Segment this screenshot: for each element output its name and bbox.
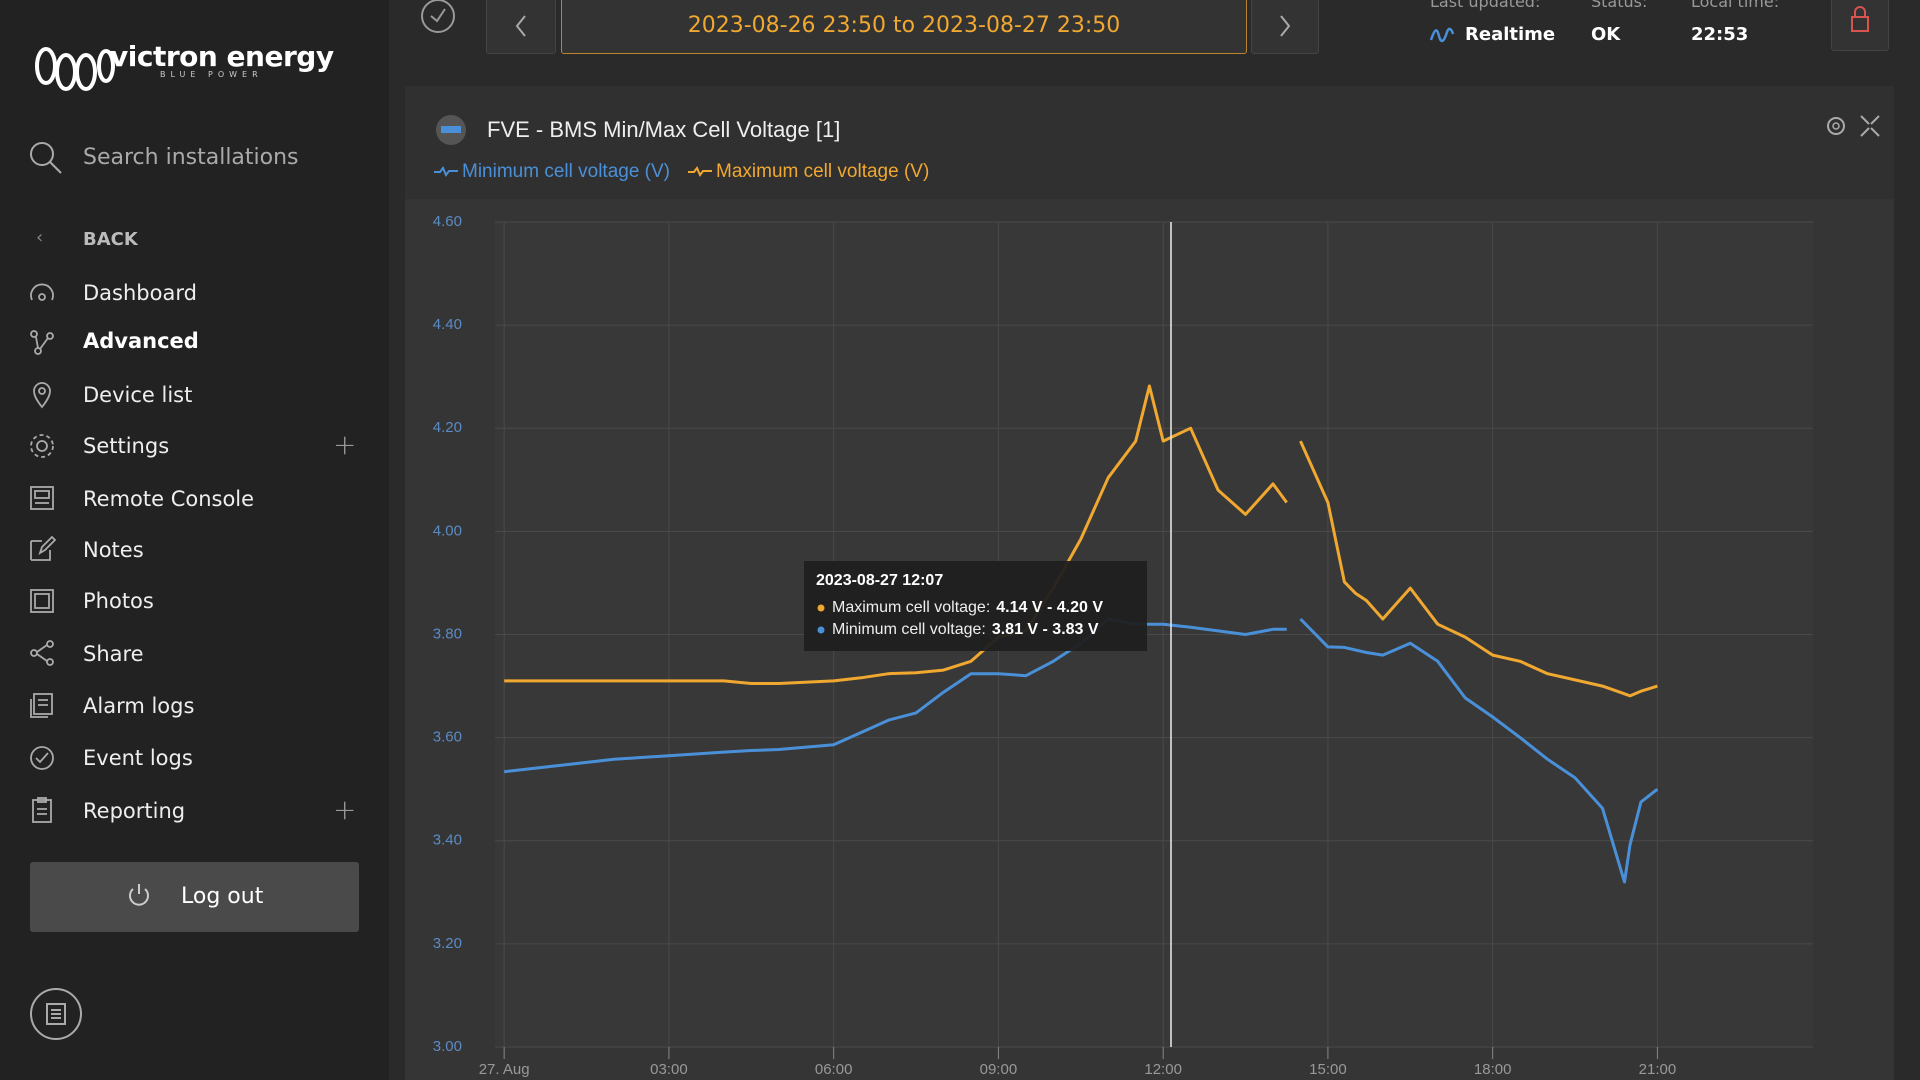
nav-item[interactable]: Device list bbox=[83, 383, 193, 407]
x-tick-label: 06:00 bbox=[815, 1061, 853, 1078]
collapse-icon[interactable] bbox=[1860, 115, 1880, 137]
nav-icon bbox=[30, 693, 53, 718]
device-icon-detail bbox=[441, 126, 461, 133]
nav-icon bbox=[30, 589, 54, 613]
x-tick-label: 18:00 bbox=[1474, 1061, 1512, 1078]
legend-label[interactable]: Maximum cell voltage (V) bbox=[716, 161, 929, 182]
y-tick-label: 3.40 bbox=[433, 832, 462, 849]
tooltip-label: Minimum cell voltage: bbox=[832, 621, 986, 638]
y-tick-label: 3.60 bbox=[433, 729, 462, 746]
y-tick-label: 4.60 bbox=[433, 213, 462, 230]
tagline: BLUE POWER bbox=[160, 70, 263, 79]
tooltip-dot bbox=[817, 604, 825, 612]
search-icon bbox=[30, 142, 62, 174]
nav-icon bbox=[33, 382, 51, 409]
top-bar: 2023-08-26 23:50 to 2023-08-27 23:50 Las… bbox=[389, 0, 1920, 83]
tooltip-box bbox=[804, 561, 1147, 651]
logout-label: Log out bbox=[181, 884, 264, 909]
nav-item[interactable]: Notes bbox=[83, 538, 144, 562]
last-updated-value: Realtime bbox=[1465, 24, 1556, 45]
legend-icon bbox=[434, 166, 458, 177]
x-tick-label: 27. Aug bbox=[479, 1061, 530, 1078]
back-arrow: ‹ bbox=[36, 227, 44, 248]
nav-icon bbox=[30, 330, 54, 355]
legend-icon bbox=[688, 166, 712, 177]
nav-icon bbox=[30, 434, 54, 458]
nav-item[interactable]: Event logs bbox=[83, 746, 193, 770]
nav-item-active[interactable]: Advanced bbox=[83, 329, 199, 353]
panel-header bbox=[405, 86, 1894, 199]
realtime-icon bbox=[1429, 27, 1455, 43]
expand-icon[interactable]: + bbox=[333, 428, 357, 461]
series-line bbox=[504, 617, 1659, 884]
date-range[interactable]: 2023-08-26 23:50 to 2023-08-27 23:50 bbox=[561, 0, 1247, 54]
settings-icon[interactable] bbox=[1827, 117, 1845, 135]
nav-icon bbox=[32, 797, 52, 823]
logout-button[interactable]: Log out bbox=[30, 862, 359, 932]
tooltip-label: Maximum cell voltage: bbox=[832, 599, 990, 616]
tooltip-dot bbox=[817, 626, 825, 634]
nav-item[interactable]: Settings bbox=[83, 434, 170, 458]
menu-button[interactable] bbox=[28, 986, 84, 1042]
chart-panel: FVE - BMS Min/Max Cell Voltage [1] Minim… bbox=[405, 86, 1894, 1080]
nav-item[interactable]: Remote Console bbox=[83, 487, 255, 511]
expand-icon[interactable]: + bbox=[333, 793, 357, 826]
x-tick-label: 12:00 bbox=[1144, 1061, 1182, 1078]
chart-title: FVE - BMS Min/Max Cell Voltage [1] bbox=[487, 117, 840, 142]
y-tick-label: 4.00 bbox=[433, 522, 462, 539]
back-link[interactable]: BACK bbox=[83, 229, 138, 250]
sidebar: victron energy BLUE POWER Search install… bbox=[0, 0, 389, 1080]
logo-mark bbox=[35, 47, 115, 91]
nav-item[interactable]: Reporting bbox=[83, 799, 186, 823]
local-time-label: Local time: bbox=[1691, 0, 1780, 11]
status-value: OK bbox=[1591, 24, 1621, 45]
search-input[interactable]: Search installations bbox=[83, 145, 299, 170]
y-tick-label: 3.80 bbox=[433, 625, 462, 642]
tooltip: 2023-08-27 12:07 Maximum cell voltage: 4.1… bbox=[804, 561, 1147, 651]
tooltip-value: 4.14 V - 4.20 V bbox=[996, 599, 1103, 616]
last-updated-label: Last updated: bbox=[1430, 0, 1541, 11]
nav-item[interactable]: Dashboard bbox=[83, 281, 197, 305]
nav-icon bbox=[30, 640, 54, 666]
nav-icon bbox=[30, 746, 54, 770]
status-label: Status: bbox=[1591, 0, 1648, 11]
nav-icon bbox=[30, 486, 54, 510]
x-tick-label: 03:00 bbox=[650, 1061, 688, 1078]
local-time-value: 22:53 bbox=[1691, 24, 1749, 45]
x-tick-label: 21:00 bbox=[1639, 1061, 1677, 1078]
power-icon bbox=[129, 884, 149, 906]
x-tick-label: 09:00 bbox=[980, 1061, 1018, 1078]
tooltip-value: 3.81 V - 3.83 V bbox=[992, 621, 1099, 638]
nav-icon bbox=[30, 535, 56, 561]
nav-item[interactable]: Share bbox=[83, 642, 144, 666]
history-icon[interactable] bbox=[419, 0, 459, 36]
y-tick-label: 4.40 bbox=[433, 316, 462, 333]
nav-item[interactable]: Photos bbox=[83, 589, 154, 613]
nav-icon bbox=[30, 283, 54, 301]
nav-item[interactable]: Alarm logs bbox=[83, 694, 195, 718]
x-tick-label: 15:00 bbox=[1309, 1061, 1347, 1078]
lock-button[interactable] bbox=[1831, 0, 1889, 51]
legend-label[interactable]: Minimum cell voltage (V) bbox=[462, 161, 670, 182]
next-button[interactable] bbox=[1251, 0, 1319, 54]
y-tick-label: 4.20 bbox=[433, 419, 462, 436]
y-tick-label: 3.20 bbox=[433, 935, 462, 952]
y-tick-label: 3.00 bbox=[433, 1038, 462, 1055]
tooltip-title: 2023-08-27 12:07 bbox=[816, 572, 943, 589]
brand: victron energy bbox=[110, 40, 334, 73]
prev-button[interactable] bbox=[486, 0, 556, 54]
